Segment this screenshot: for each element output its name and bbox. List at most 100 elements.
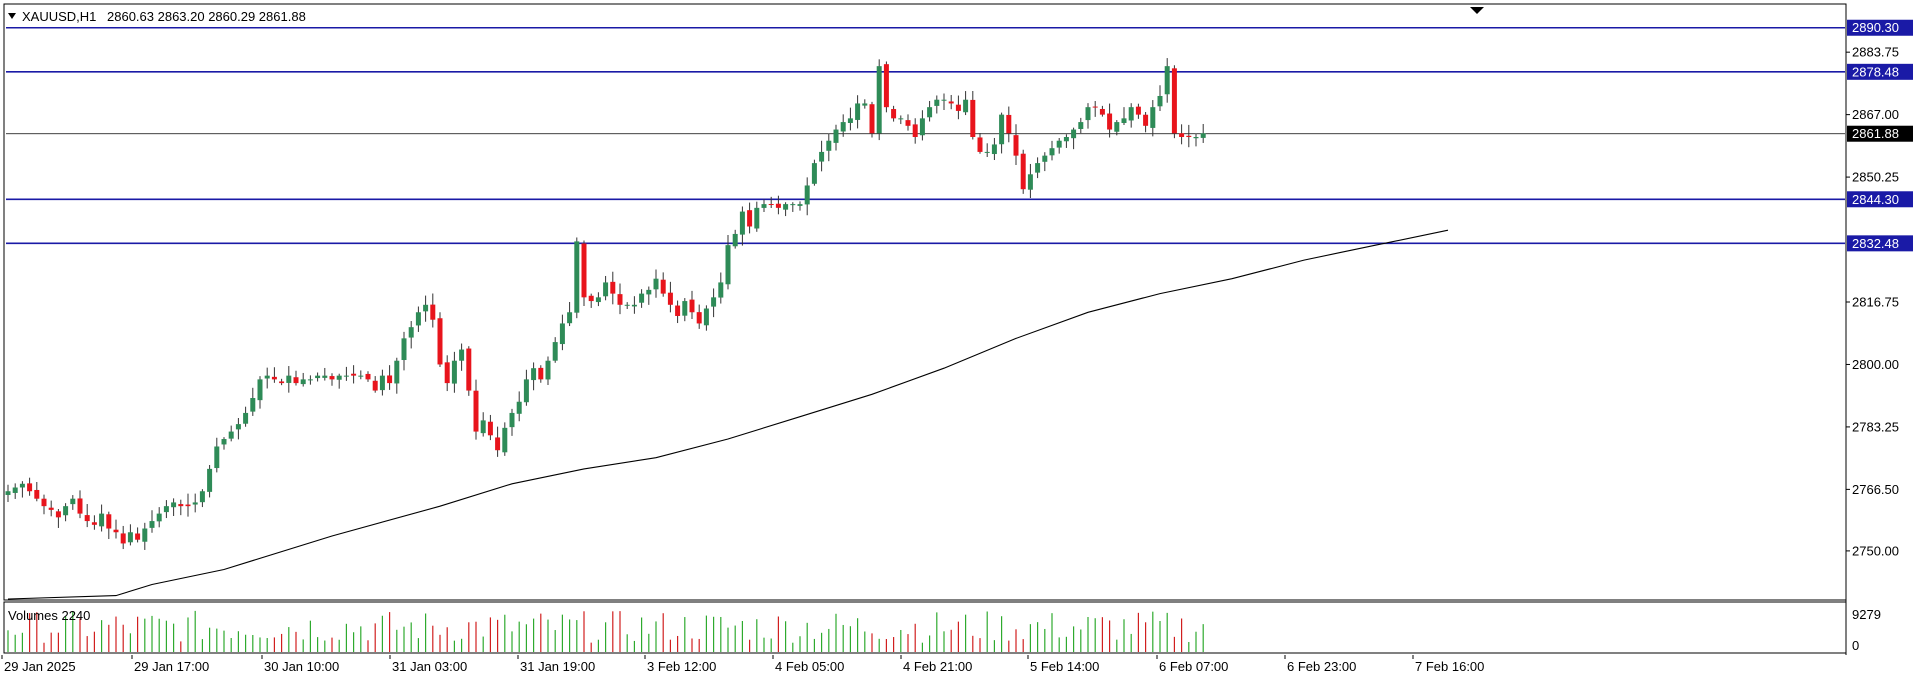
candle-body xyxy=(689,299,695,313)
candle-body xyxy=(754,207,760,229)
y-tick-label: 2750.00 xyxy=(1852,543,1899,558)
candle-body xyxy=(185,504,191,507)
candle-body xyxy=(235,424,241,430)
candle-body xyxy=(293,377,299,384)
candle-body xyxy=(106,514,112,529)
level-price-tag-3: 2832.48 xyxy=(1852,236,1899,251)
candle-body xyxy=(955,104,961,111)
candle-body xyxy=(862,103,868,106)
candle-body xyxy=(523,379,529,403)
level-price-tag-1-bg xyxy=(1847,63,1913,80)
level-price-tag-2: 2844.30 xyxy=(1852,192,1899,207)
candle-body xyxy=(365,373,371,380)
candle-body xyxy=(624,304,630,306)
candle-body xyxy=(1128,107,1134,121)
candle-body xyxy=(660,279,666,294)
shift-marker-icon[interactable] xyxy=(1470,7,1484,14)
candle-body xyxy=(567,312,573,324)
candle-body xyxy=(156,513,162,522)
candle-body xyxy=(1135,106,1141,115)
candle-body xyxy=(682,301,688,316)
candle-body xyxy=(264,375,270,379)
candle-body xyxy=(70,498,76,505)
candle-body xyxy=(1143,114,1149,126)
candle-body xyxy=(1078,122,1084,129)
candle-body xyxy=(473,390,479,432)
level-price-tag-3-bg xyxy=(1847,235,1913,252)
x-tick-label: 7 Feb 16:00 xyxy=(1415,659,1484,674)
candle-body xyxy=(27,483,33,492)
candle-body xyxy=(1013,135,1019,156)
candle-body xyxy=(1164,66,1170,95)
candle-body xyxy=(538,367,544,380)
candle-body xyxy=(675,305,681,316)
candle-body xyxy=(718,282,724,298)
candle-body xyxy=(963,99,969,113)
candle-body xyxy=(1186,135,1192,137)
candle-body xyxy=(178,504,184,507)
candle-body xyxy=(912,124,918,137)
candle-body xyxy=(466,348,472,391)
candle-body xyxy=(12,487,18,493)
candle-body xyxy=(257,379,263,401)
candle-body xyxy=(34,489,40,499)
candle-body xyxy=(1006,114,1012,134)
candle-body xyxy=(149,521,155,528)
candle-body xyxy=(5,491,11,495)
candle-body xyxy=(1157,95,1163,107)
candle-body xyxy=(516,401,522,414)
candle-body xyxy=(545,360,551,380)
candle-body xyxy=(487,421,493,436)
candle-body xyxy=(286,375,292,383)
candle-body xyxy=(552,342,558,361)
candle-body xyxy=(898,118,904,120)
candle-body xyxy=(833,129,839,143)
candle-body xyxy=(127,532,133,543)
moving-average-line xyxy=(7,229,1449,600)
candle-body xyxy=(315,375,321,379)
candle-body xyxy=(271,376,277,380)
chart-symbol: XAUUSD,H1 xyxy=(22,9,96,24)
candle-body xyxy=(610,281,616,294)
candle-body xyxy=(1179,133,1185,137)
candle-body xyxy=(855,103,861,120)
level-price-tag-0-bg xyxy=(1847,19,1913,36)
x-tick-label: 6 Feb 23:00 xyxy=(1287,659,1356,674)
candle-body xyxy=(19,483,25,488)
candle-body xyxy=(588,295,594,302)
candle-body xyxy=(430,304,436,320)
candle-body xyxy=(797,204,803,206)
candle-body xyxy=(840,122,846,132)
triangle-down-icon[interactable] xyxy=(8,13,16,19)
candle-body xyxy=(1171,68,1177,134)
candle-body xyxy=(531,368,537,381)
candle-body xyxy=(1107,113,1113,130)
x-tick-label: 29 Jan 17:00 xyxy=(134,659,209,674)
candle-body xyxy=(1027,174,1033,190)
candle-body xyxy=(790,204,796,206)
candle-body xyxy=(1099,108,1105,115)
candle-body xyxy=(509,412,515,428)
volume-axis-zero: 0 xyxy=(1852,638,1859,653)
candle-body xyxy=(1020,153,1026,190)
level-price-tag-2-bg xyxy=(1847,191,1913,208)
candle-body xyxy=(783,204,789,210)
candle-body xyxy=(934,99,940,106)
current-price-tag: 2861.88 xyxy=(1852,126,1899,141)
candle-body xyxy=(192,502,198,505)
candle-body xyxy=(905,120,911,126)
candle-body xyxy=(480,420,486,434)
candle-body xyxy=(91,522,97,525)
candle-body xyxy=(1042,155,1048,162)
candle-body xyxy=(55,511,61,518)
level-price-tag-0: 2890.30 xyxy=(1852,20,1899,35)
candle-body xyxy=(1193,137,1199,139)
candle-body xyxy=(214,446,220,469)
y-tick-label: 2783.25 xyxy=(1852,419,1899,434)
candle-body xyxy=(77,498,83,514)
current-price-tag-bg xyxy=(1847,125,1913,142)
candle-body xyxy=(1085,107,1091,121)
candle-body xyxy=(343,375,349,377)
